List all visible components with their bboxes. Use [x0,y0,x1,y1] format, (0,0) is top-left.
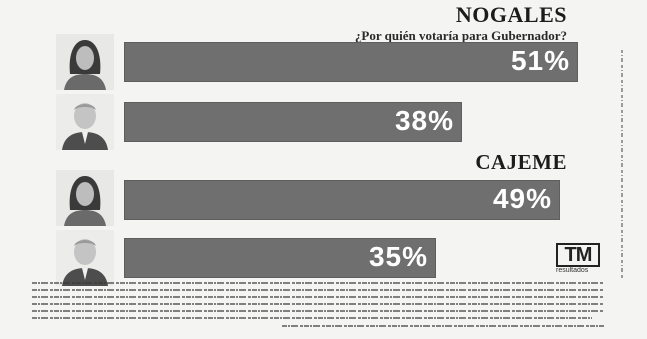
man-portrait-icon [56,94,114,150]
logo-mark: TM [556,243,600,267]
chart-title-cajeme: CAJEME [475,150,567,174]
woman-portrait-icon [56,170,114,226]
bar-nogales-woman: 51% [124,42,578,82]
candidate-woman-photo [56,170,114,226]
side-note [604,40,638,290]
bar-value-label: 51% [510,45,570,76]
bar-nogales-man: 38% [124,102,462,142]
footnote-texture [32,282,604,327]
bar-value-label: 38% [394,105,454,136]
candidate-woman-photo [56,34,114,90]
chart-title-nogales: NOGALES [455,2,567,27]
logo-subtext: resultados [556,267,589,274]
candidate-man-photo [56,94,114,150]
pollster-logo: TM resultados [556,243,606,275]
chart-subtitle-question: ¿Por quién votaría para Gubernador? [354,28,567,43]
bar-cajeme-woman: 49% [124,180,560,220]
candidate-man-photo [56,230,114,286]
man-portrait-icon [56,230,114,286]
bar-value-label: 49% [492,183,552,214]
bar-value-label: 35% [368,241,428,272]
side-note-texture [621,50,623,280]
bar-cajeme-man: 35% [124,238,436,278]
woman-portrait-icon [56,34,114,90]
methodology-footnote [32,280,604,333]
